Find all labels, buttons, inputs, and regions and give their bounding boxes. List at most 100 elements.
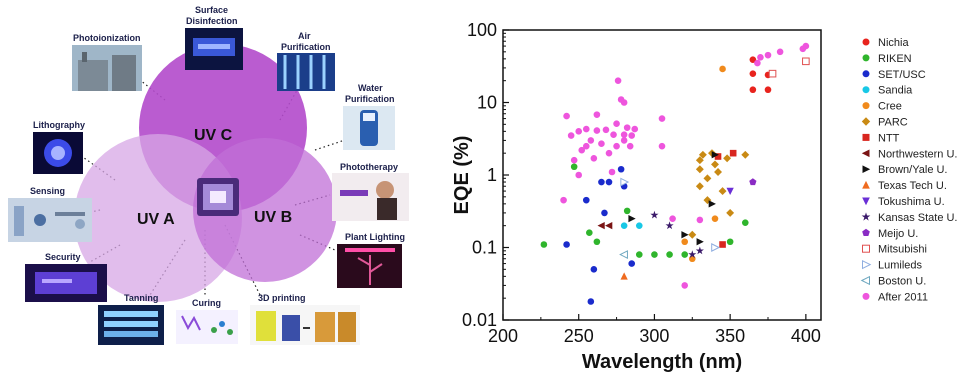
- point-parc: [726, 208, 735, 217]
- point-set-usc: [605, 178, 613, 186]
- point-after-2011: [626, 142, 634, 150]
- point-after-2011: [608, 168, 616, 176]
- legend-label-set-usc: SET/USC: [878, 69, 926, 81]
- point-after-2011: [658, 142, 666, 150]
- legend-marker-sandia: [862, 86, 870, 94]
- point-after-2011: [696, 216, 704, 224]
- security-label: Security: [45, 252, 81, 262]
- point-set-usc: [563, 241, 570, 248]
- point-after-2011: [567, 132, 575, 139]
- legend-label-meijo-u: Meijo U.: [878, 228, 918, 240]
- point-kansas-state-u: [688, 250, 697, 258]
- point-parc: [718, 187, 727, 196]
- legend-marker-texas-tech-u: [862, 180, 870, 189]
- point-parc: [723, 154, 732, 163]
- point-riken: [586, 229, 593, 237]
- uv-b-label: UV B: [254, 209, 292, 226]
- surface-label: Surface: [195, 5, 228, 15]
- point-texas-tech-u: [620, 272, 628, 280]
- point-ntt: [719, 241, 726, 248]
- point-after-2011: [605, 149, 613, 157]
- x-tick-label: 400: [791, 326, 821, 346]
- point-parc: [695, 165, 704, 174]
- point-parc: [703, 174, 712, 183]
- legend-marker-northwestern-u: [861, 149, 870, 158]
- legend-label-texas-tech-u: Texas Tech U.: [878, 180, 947, 192]
- app-sensing: Sensing: [8, 186, 92, 242]
- eqe-chart: 200 250 300 350 400 0.01 0.1 1 10 100 Wavelength…: [451, 20, 957, 373]
- phototherapy-label: Phototherapy: [340, 162, 398, 172]
- legend-label-riken: RIKEN: [878, 53, 912, 65]
- point-after-2011: [669, 215, 676, 222]
- factory-photo-icon: [72, 45, 142, 91]
- point-parc: [698, 150, 707, 159]
- point-set-usc: [587, 298, 595, 305]
- point-lumileds: [711, 243, 721, 252]
- point-mitsubishi: [768, 69, 777, 78]
- legend-label-kansas-state-u: Kansas State U.: [878, 212, 957, 224]
- sensing-label: Sensing: [30, 186, 65, 196]
- point-after-2011: [593, 111, 601, 118]
- point-riken: [651, 251, 658, 258]
- legend-marker-kansas-state-u: [861, 212, 871, 221]
- x-tick-label: 300: [639, 326, 669, 346]
- point-after-2011: [620, 131, 628, 138]
- app-photoionization: Photoionization: [72, 33, 142, 91]
- point-meijo-u: [749, 178, 757, 186]
- legend-label-parc: PARC: [878, 117, 908, 129]
- app-lithography: Lithography: [33, 120, 85, 174]
- app-curing: Curing: [176, 298, 238, 344]
- point-set-usc: [601, 209, 608, 217]
- point-parc: [695, 182, 704, 191]
- x-tick-label: 200: [488, 326, 518, 346]
- point-after-2011: [578, 146, 586, 154]
- legend-marker-ntt: [862, 133, 870, 141]
- app-water-purification: Water Purification: [343, 83, 395, 150]
- phototherapy-photo-icon: [332, 173, 409, 221]
- plant-lighting-label: Plant Lighting: [345, 232, 405, 242]
- point-after-2011: [776, 48, 784, 56]
- air-purifier-photo-icon: [277, 53, 335, 91]
- y-tick-label: 0.1: [472, 238, 497, 258]
- tanning-bed-photo-icon: [98, 305, 164, 345]
- 3d-printing-label: 3D printing: [258, 293, 306, 303]
- disinfection-label: Disinfection: [186, 16, 238, 26]
- x-tick-label: 350: [715, 326, 745, 346]
- point-brown-yale-u: [628, 215, 636, 223]
- point-cree: [711, 215, 719, 222]
- point-riken: [741, 219, 749, 226]
- air-label: Air: [298, 31, 311, 41]
- point-cree: [688, 255, 696, 263]
- point-ntt: [729, 149, 737, 157]
- point-northwestern-u: [605, 222, 613, 230]
- point-riken: [623, 207, 631, 215]
- point-ntt: [714, 153, 722, 160]
- point-riken: [570, 163, 578, 171]
- point-northwestern-u: [597, 222, 605, 230]
- point-after-2011: [764, 51, 772, 59]
- point-after-2011: [570, 156, 578, 164]
- point-after-2011: [614, 77, 622, 84]
- point-after-2011: [620, 137, 628, 144]
- legend-marker-mitsubishi: [862, 244, 870, 253]
- point-after-2011: [582, 142, 590, 150]
- app-plant-lighting: Plant Lighting: [337, 232, 405, 288]
- led-chip-icon: [197, 178, 239, 216]
- point-mitsubishi: [802, 57, 810, 66]
- legend-label-northwestern-u: Northwestern U.: [878, 148, 957, 160]
- point-after-2011: [575, 171, 583, 179]
- plant-lighting-photo-icon: [337, 244, 402, 288]
- point-after-2011: [587, 137, 595, 144]
- x-axis-title: Wavelength (nm): [582, 351, 742, 373]
- point-nichia: [749, 56, 757, 63]
- app-surface-disinfection: Surface Disinfection: [185, 5, 243, 70]
- point-brown-yale-u: [711, 151, 719, 159]
- point-set-usc: [628, 260, 636, 267]
- point-after-2011: [631, 125, 639, 133]
- legend-marker-parc: [861, 117, 871, 126]
- point-after-2011: [575, 128, 583, 135]
- app-phototherapy: Phototherapy: [332, 162, 409, 221]
- legend-label-brown-yale-u: Brown/Yale U.: [878, 164, 948, 176]
- point-riken: [681, 251, 689, 258]
